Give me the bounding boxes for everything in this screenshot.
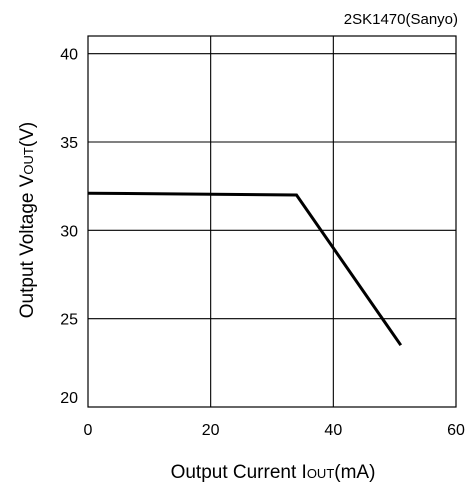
- y-axis-label-sub: OUT: [21, 147, 36, 175]
- x-tick-label: 0: [84, 422, 93, 439]
- y-axis-label-main: Output Voltage V: [17, 174, 38, 318]
- y-axis-label-unit: (V): [17, 122, 38, 147]
- x-axis-label-main: Output Current I: [171, 462, 307, 483]
- x-tick-labels: 0 20 40 60: [84, 422, 465, 439]
- y-tick-label: 30: [60, 223, 78, 240]
- x-axis-label: Output Current IOUT(mA): [171, 462, 376, 483]
- plot-frame: [87, 35, 457, 408]
- x-tick-label: 60: [447, 422, 465, 439]
- x-axis-label-sub: OUT: [307, 466, 335, 481]
- chart-annotation: 2SK1470(Sanyo): [344, 11, 458, 28]
- y-tick-label: 25: [60, 312, 78, 329]
- y-tick-label: 35: [60, 135, 78, 152]
- y-tick-label: 40: [60, 47, 78, 64]
- y-tick-label: 20: [60, 390, 78, 407]
- grid-lines: [88, 36, 456, 407]
- x-tick-label: 20: [202, 422, 220, 439]
- y-axis-label: Output Voltage VOUT(V): [17, 122, 38, 318]
- series-layer: [87, 191, 403, 347]
- series-line: [87, 191, 403, 347]
- x-axis-label-unit: (mA): [334, 462, 375, 483]
- y-tick-labels: 20 25 30 35 40: [60, 47, 78, 407]
- x-tick-label: 40: [324, 422, 342, 439]
